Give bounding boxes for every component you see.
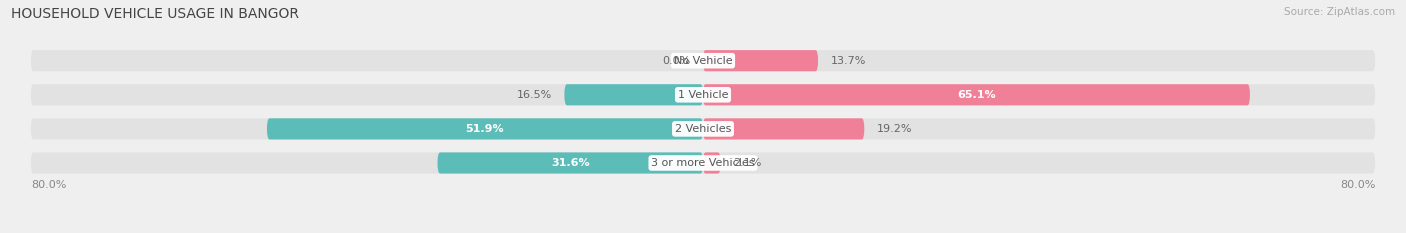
FancyBboxPatch shape bbox=[267, 118, 703, 140]
Text: 51.9%: 51.9% bbox=[465, 124, 505, 134]
Text: 2.1%: 2.1% bbox=[734, 158, 762, 168]
Text: Source: ZipAtlas.com: Source: ZipAtlas.com bbox=[1284, 7, 1395, 17]
Text: 16.5%: 16.5% bbox=[516, 90, 551, 100]
Text: 31.6%: 31.6% bbox=[551, 158, 589, 168]
FancyBboxPatch shape bbox=[31, 50, 1375, 71]
FancyBboxPatch shape bbox=[31, 84, 1375, 105]
Text: 2 Vehicles: 2 Vehicles bbox=[675, 124, 731, 134]
Text: 0.0%: 0.0% bbox=[662, 56, 690, 66]
Text: HOUSEHOLD VEHICLE USAGE IN BANGOR: HOUSEHOLD VEHICLE USAGE IN BANGOR bbox=[11, 7, 299, 21]
FancyBboxPatch shape bbox=[703, 118, 865, 140]
Text: 1 Vehicle: 1 Vehicle bbox=[678, 90, 728, 100]
Text: 80.0%: 80.0% bbox=[1340, 180, 1375, 190]
Text: 13.7%: 13.7% bbox=[831, 56, 866, 66]
FancyBboxPatch shape bbox=[31, 152, 1375, 174]
FancyBboxPatch shape bbox=[437, 152, 703, 174]
Text: 80.0%: 80.0% bbox=[31, 180, 66, 190]
FancyBboxPatch shape bbox=[703, 50, 818, 71]
FancyBboxPatch shape bbox=[703, 152, 721, 174]
FancyBboxPatch shape bbox=[564, 84, 703, 105]
FancyBboxPatch shape bbox=[31, 118, 1375, 140]
Text: 3 or more Vehicles: 3 or more Vehicles bbox=[651, 158, 755, 168]
FancyBboxPatch shape bbox=[703, 84, 1250, 105]
Text: 19.2%: 19.2% bbox=[877, 124, 912, 134]
Text: 65.1%: 65.1% bbox=[957, 90, 995, 100]
Text: No Vehicle: No Vehicle bbox=[673, 56, 733, 66]
